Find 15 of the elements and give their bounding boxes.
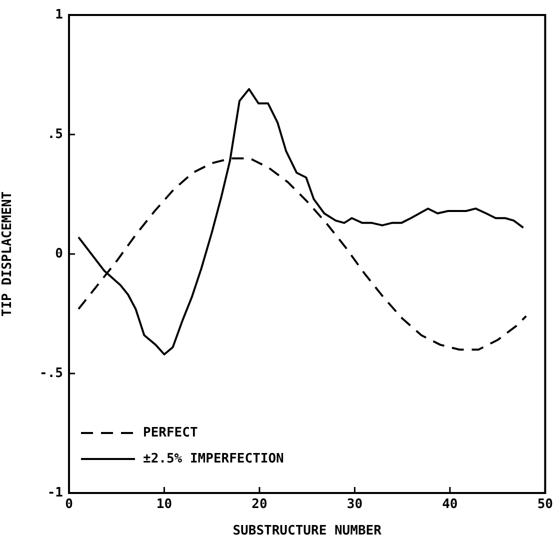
x-tick-label: 50: [537, 497, 554, 512]
y-tick-label: 0: [55, 246, 64, 262]
y-tick-label: 1: [55, 7, 64, 22]
y-tick-label: -1: [47, 485, 64, 500]
x-tick-label: 40: [442, 497, 458, 512]
x-tick-label: 10: [156, 497, 172, 512]
y-tick-label: .5: [47, 126, 63, 142]
legend-label: ±2.5% IMPERFECTION: [143, 451, 284, 466]
x-tick-label: 30: [346, 497, 363, 512]
y-axis-title: TIP DISPLACEMENT: [0, 191, 16, 317]
x-tick-label: 20: [252, 497, 268, 512]
x-tick-label: 0: [65, 497, 74, 512]
x-axis-title: SUBSTRUCTURE NUMBER: [232, 524, 382, 539]
legend-label: PERFECT: [143, 425, 198, 440]
y-tick-label: -.5: [40, 366, 63, 381]
